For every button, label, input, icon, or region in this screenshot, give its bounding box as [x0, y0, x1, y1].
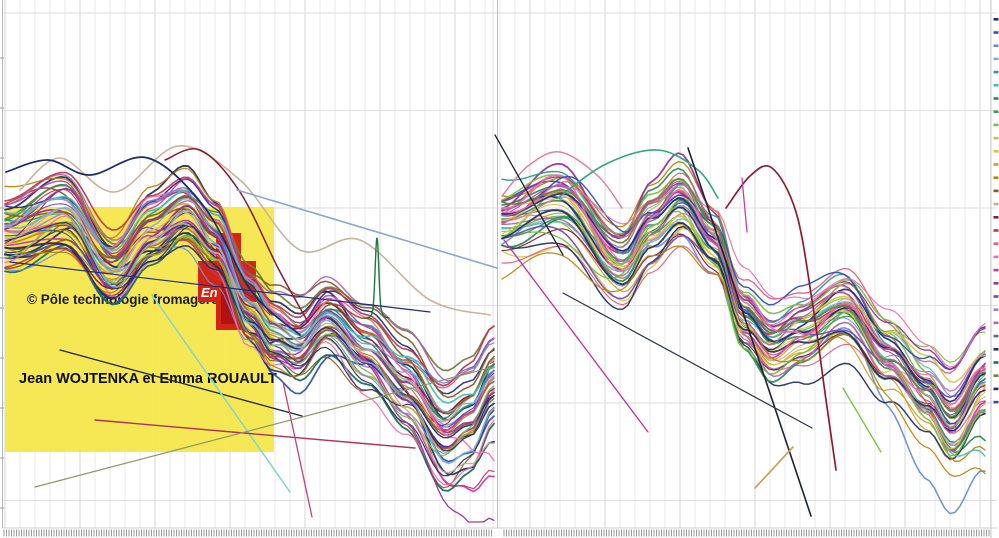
logo-text: En [201, 285, 218, 300]
authors-text: Jean WOJTENKA et Emma ROUAULT [19, 371, 277, 387]
outlier-lines [5, 134, 882, 518]
x-axis-tick-comb [3, 529, 990, 537]
spectra-series [4, 152, 986, 523]
legend-marks-cropped [993, 18, 999, 404]
